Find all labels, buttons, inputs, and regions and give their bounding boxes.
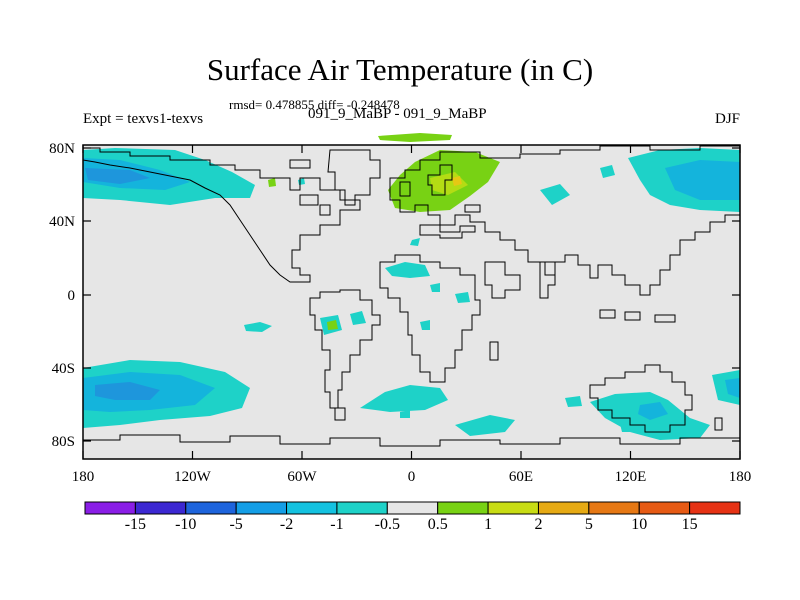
- cool-anomaly-patch: [600, 165, 615, 178]
- x-tick-label: 120E: [615, 469, 647, 485]
- colorbar-box: [537, 501, 590, 515]
- stats-label: rmsd= 0.478855 diff= -0.248478: [229, 97, 400, 112]
- coolest-anomaly-patch: [95, 382, 160, 400]
- cool-anomaly-patch: [350, 311, 366, 325]
- x-tick-label: 180: [729, 469, 752, 485]
- y-tick-label: 40N: [49, 214, 75, 230]
- colorbar-box: [487, 501, 539, 515]
- colorbar-box: [134, 501, 187, 515]
- case-label: 091_9_MaBP - 091_9_MaBP: [308, 106, 487, 122]
- cool-anomaly-patch: [400, 410, 410, 418]
- y-tick-label: 80S: [52, 434, 75, 450]
- cool-anomaly-patch: [420, 320, 430, 330]
- cooler-anomaly-patch: [665, 160, 740, 200]
- plot-title: Surface Air Temperature (in C): [206, 52, 594, 87]
- colorbar-label: -15: [124, 516, 147, 533]
- warm-anomaly-patch: [378, 133, 452, 142]
- cool-anomaly-patch: [430, 283, 440, 292]
- colorbar-label: 10: [631, 516, 648, 533]
- cool-anomaly-patch: [540, 184, 570, 205]
- season-label: DJF: [714, 111, 740, 127]
- experiment-label: Expt = texvs1-texvs: [83, 111, 204, 127]
- x-tick-label: 60W: [287, 469, 317, 485]
- x-tick-label: 180: [72, 469, 95, 485]
- colorbar-box: [386, 501, 439, 515]
- colorbar-label: 2: [534, 516, 543, 533]
- cool-anomaly-patch: [712, 370, 740, 405]
- colorbar-box: [437, 501, 489, 515]
- y-tick-label: 0: [68, 288, 76, 304]
- colorbar-label: -0.5: [374, 516, 400, 533]
- colorbar-box: [235, 501, 288, 515]
- cool-anomaly-patch: [410, 238, 420, 246]
- cool-anomaly-patch: [455, 292, 470, 303]
- cool-anomaly-patch: [385, 262, 430, 278]
- warm-anomaly-patch: [327, 320, 338, 330]
- warm-anomaly-patch: [268, 178, 276, 187]
- colorbar-box: [638, 501, 691, 515]
- coastlines: [82, 145, 741, 447]
- colorbar-label: -1: [330, 516, 344, 533]
- y-tick-label: 40S: [52, 361, 75, 377]
- colorbar-label: 5: [584, 516, 593, 533]
- x-tick-label: 60E: [509, 469, 533, 485]
- colorbar-box: [689, 501, 741, 515]
- cooler-anomaly-patch: [638, 402, 668, 420]
- colorbar-box: [588, 501, 640, 515]
- y-tick-label: 80N: [49, 141, 75, 157]
- colorbar-box: [286, 501, 338, 515]
- colorbar-box: [336, 501, 388, 515]
- colorbar: [84, 501, 741, 515]
- cool-anomaly-patch: [565, 396, 582, 407]
- x-tick-label: 0: [408, 469, 416, 485]
- cool-anomaly-patch: [455, 415, 515, 436]
- colorbar-label: 1: [484, 516, 493, 533]
- cool-anomaly-patch: [85, 168, 150, 184]
- colorbar-label: -2: [279, 516, 294, 533]
- colorbar-label: -10: [175, 516, 197, 533]
- axis-ticks: [82, 145, 741, 459]
- x-tick-label: 120W: [174, 469, 212, 485]
- colorbar-label: 0.5: [427, 516, 448, 533]
- cool-anomaly-patch: [360, 385, 448, 412]
- colorbar-label: 15: [681, 516, 698, 533]
- colorbar-label: -5: [229, 516, 243, 533]
- colorbar-box: [84, 501, 136, 515]
- cooler-anomaly-patch: [725, 378, 740, 398]
- cool-anomaly-patch: [244, 322, 272, 332]
- colorbar-box: [185, 501, 237, 515]
- warmest-anomaly-patch: [452, 176, 462, 186]
